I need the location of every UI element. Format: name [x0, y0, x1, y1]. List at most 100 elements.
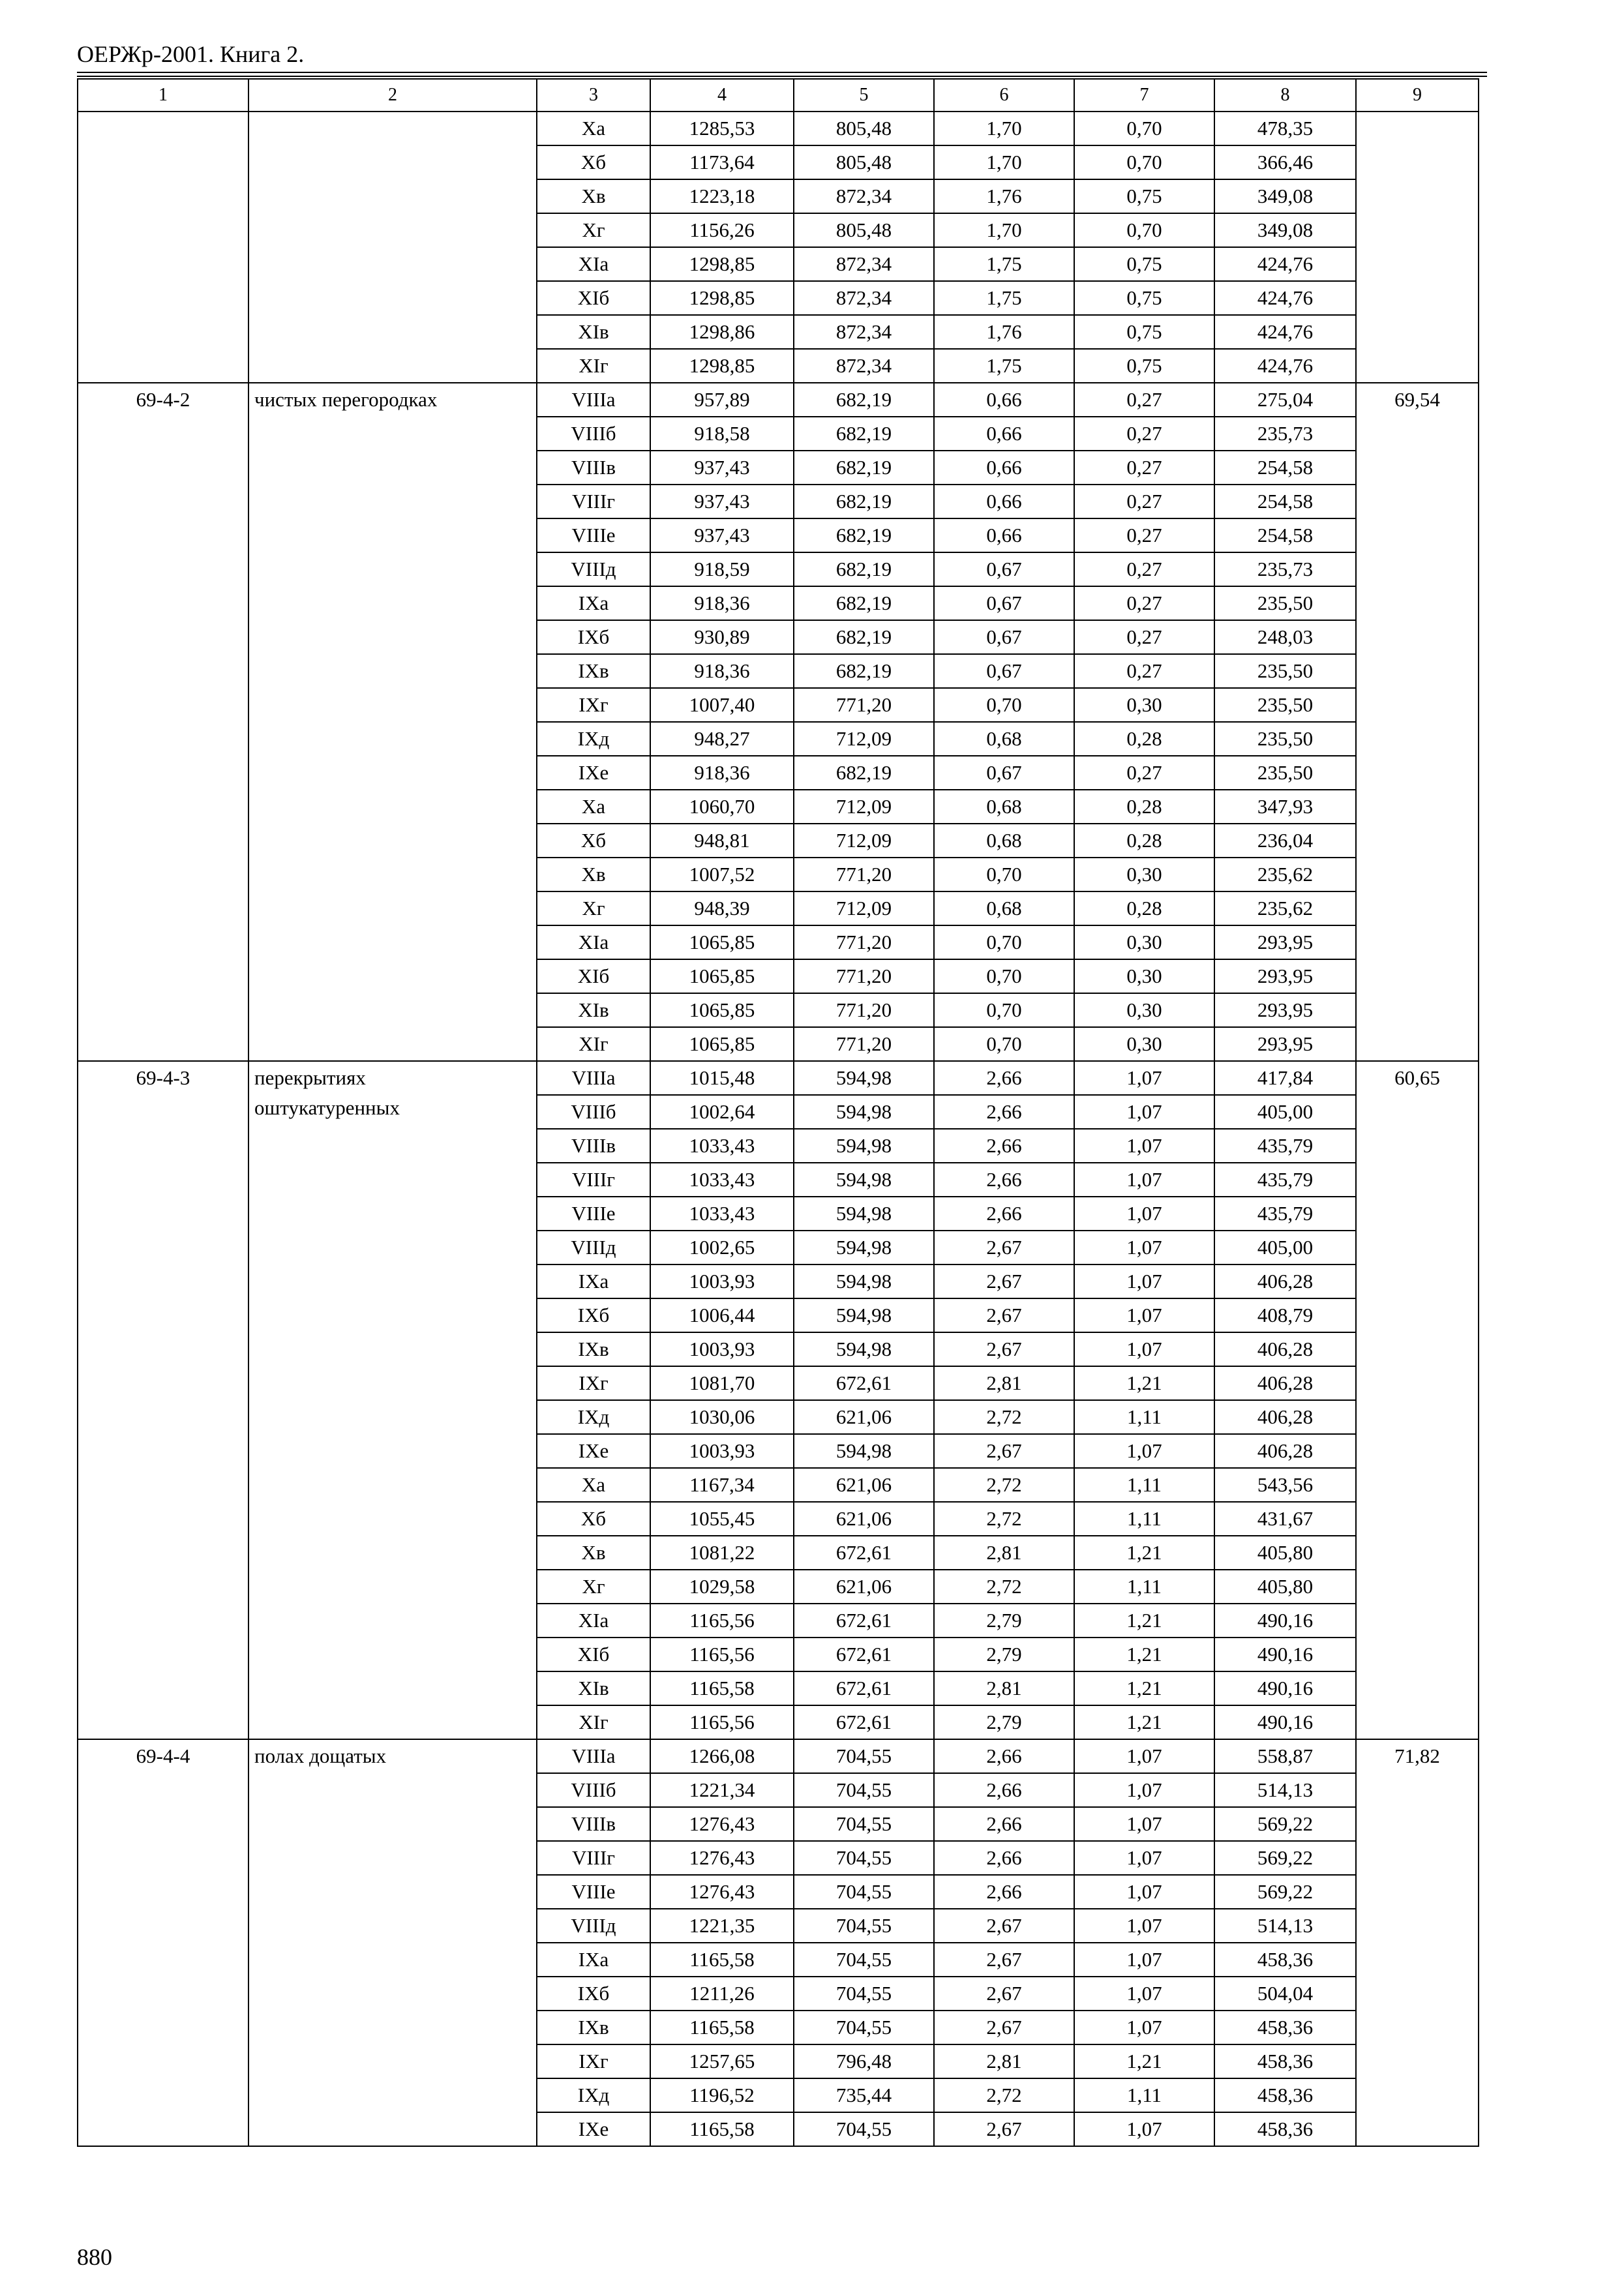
table-row: IXб 1006,44 594,98 2,67 1,07 408,79 — [78, 1298, 1479, 1333]
value-cell: VIIIд — [536, 1908, 651, 1943]
value-cell: 2,66 — [933, 1060, 1075, 1096]
value-cell: 2,66 — [933, 1806, 1075, 1842]
table-row: IXе 918,36 682,19 0,67 0,27 235,50 — [78, 755, 1479, 790]
value-cell: IXв — [536, 653, 651, 689]
value-cell: 569,22 — [1214, 1806, 1357, 1842]
value-cell: 1,70 — [933, 213, 1075, 248]
value-cell: VIIIа — [536, 382, 651, 417]
column-number: 1 — [77, 78, 249, 112]
value-cell: 1,11 — [1074, 1467, 1215, 1503]
value-cell: 918,59 — [650, 552, 794, 587]
value-cell: VIIIб — [536, 1094, 651, 1130]
value-cell: 0,27 — [1074, 518, 1215, 553]
table-row: Xб 948,81 712,09 0,68 0,28 236,04 — [78, 823, 1479, 858]
value-cell: 2,66 — [933, 1196, 1075, 1231]
value-cell: Xа — [536, 789, 651, 824]
value-cell: Xа — [536, 1467, 651, 1503]
table-row: IXв 1003,93 594,98 2,67 1,07 406,28 — [78, 1332, 1479, 1367]
code-cell: 69-4-2 — [77, 382, 249, 1062]
table-row: IXб 1211,26 704,55 2,67 1,07 504,04 — [78, 1976, 1479, 2011]
value-cell: 424,76 — [1214, 280, 1357, 316]
value-cell: 918,36 — [650, 755, 794, 790]
table-row: XIв 1165,58 672,61 2,81 1,21 490,16 — [78, 1671, 1479, 1706]
value-cell: 0,27 — [1074, 755, 1215, 790]
value-cell: 1196,52 — [650, 2078, 794, 2113]
value-cell: 504,04 — [1214, 1976, 1357, 2011]
value-cell: 235,50 — [1214, 653, 1357, 689]
value-cell: 771,20 — [793, 1026, 935, 1062]
value-cell: 0,68 — [933, 891, 1075, 926]
value-cell: 490,16 — [1214, 1603, 1357, 1638]
value-cell: 1015,48 — [650, 1060, 794, 1096]
value-cell: 1,07 — [1074, 1298, 1215, 1333]
value-cell: VIIIг — [536, 484, 651, 519]
value-cell: IXб — [536, 1298, 651, 1333]
value-cell: 1266,08 — [650, 1739, 794, 1774]
value-cell: VIIIв — [536, 1806, 651, 1842]
value-cell: 1033,43 — [650, 1128, 794, 1163]
value-cell: 458,36 — [1214, 2010, 1357, 2045]
code-cell: 69-4-3 — [77, 1060, 249, 1740]
value-cell: 0,75 — [1074, 348, 1215, 383]
table-row: Xв 1007,52 771,20 0,70 0,30 235,62 — [78, 857, 1479, 892]
value-cell: 872,34 — [793, 348, 935, 383]
value-cell: VIIIд — [536, 552, 651, 587]
value-cell: 349,08 — [1214, 179, 1357, 214]
value-cell: 2,72 — [933, 1399, 1075, 1435]
value-cell: VIIIа — [536, 1060, 651, 1096]
value-cell: VIIIд — [536, 1230, 651, 1265]
value-cell: 458,36 — [1214, 2044, 1357, 2079]
value-cell: 2,81 — [933, 1671, 1075, 1706]
value-cell: 594,98 — [793, 1162, 935, 1197]
value-cell: Xб — [536, 823, 651, 858]
value-cell: 771,20 — [793, 925, 935, 960]
value-cell: XIа — [536, 1603, 651, 1638]
table-row: IXе 1003,93 594,98 2,67 1,07 406,28 — [78, 1433, 1479, 1469]
value-cell: 1,07 — [1074, 1264, 1215, 1299]
value-cell: 558,87 — [1214, 1739, 1357, 1774]
value-cell: 1167,34 — [650, 1467, 794, 1503]
value-cell: 293,95 — [1214, 1026, 1357, 1062]
value-cell: 1,07 — [1074, 1840, 1215, 1876]
value-cell: 1165,56 — [650, 1637, 794, 1672]
value-cell: 1165,58 — [650, 1942, 794, 1977]
value-cell: 621,06 — [793, 1399, 935, 1435]
value-cell: 0,28 — [1074, 823, 1215, 858]
value-cell: 594,98 — [793, 1298, 935, 1333]
value-cell: VIIIг — [536, 1840, 651, 1876]
value-cell: 1165,58 — [650, 2112, 794, 2147]
table-row: Xб 1055,45 621,06 2,72 1,11 431,67 — [78, 1501, 1479, 1536]
value-cell: 918,36 — [650, 586, 794, 621]
value-cell: XIг — [536, 1705, 651, 1740]
value-cell: Xв — [536, 1535, 651, 1570]
value-cell: 621,06 — [793, 1501, 935, 1536]
value-cell: 0,67 — [933, 586, 1075, 621]
value-cell: 682,19 — [793, 450, 935, 485]
value-cell: 458,36 — [1214, 2078, 1357, 2113]
value-cell: 2,66 — [933, 1874, 1075, 1909]
value-cell: 805,48 — [793, 111, 935, 146]
value-cell: 1276,43 — [650, 1806, 794, 1842]
value-cell: 0,28 — [1074, 721, 1215, 756]
value-cell: 1,07 — [1074, 1230, 1215, 1265]
table-row: XIб 1298,85 872,34 1,75 0,75 424,76 — [78, 280, 1479, 316]
value-cell: 235,50 — [1214, 755, 1357, 790]
column-number: 5 — [793, 78, 935, 112]
value-cell: 1,07 — [1074, 1773, 1215, 1808]
value-cell: VIIIг — [536, 1162, 651, 1197]
value-cell: 1,07 — [1074, 1060, 1215, 1096]
table-row: XIа 1065,85 771,20 0,70 0,30 293,95 — [78, 925, 1479, 960]
value-cell: 569,22 — [1214, 1874, 1357, 1909]
value-cell: Xб — [536, 1501, 651, 1536]
column-number: 9 — [1355, 78, 1479, 112]
table-row: XIб 1165,56 672,61 2,79 1,21 490,16 — [78, 1637, 1479, 1672]
value-cell: 235,73 — [1214, 552, 1357, 587]
table-row: IXг 1081,70 672,61 2,81 1,21 406,28 — [78, 1366, 1479, 1401]
value-cell: 948,81 — [650, 823, 794, 858]
value-cell: 682,19 — [793, 552, 935, 587]
value-cell: 1,07 — [1074, 1976, 1215, 2011]
value-cell: 0,27 — [1074, 416, 1215, 451]
value-cell: 672,61 — [793, 1366, 935, 1401]
value-cell: XIв — [536, 1671, 651, 1706]
value-cell: IXа — [536, 586, 651, 621]
